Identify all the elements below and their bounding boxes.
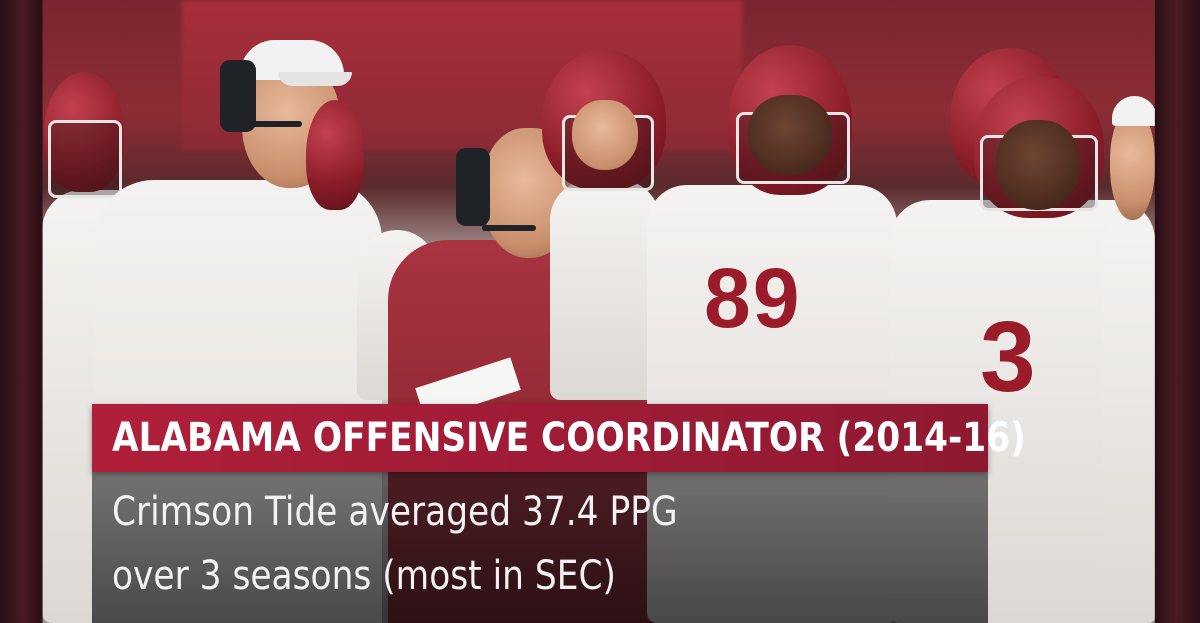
stat-line-1: Crimson Tide averaged 37.4 PPG <box>112 489 678 535</box>
headline-text: ALABAMA OFFENSIVE COORDINATOR (2014-16) <box>112 415 1026 461</box>
stat-line-2: over 3 seasons (most in SEC) <box>112 553 616 599</box>
